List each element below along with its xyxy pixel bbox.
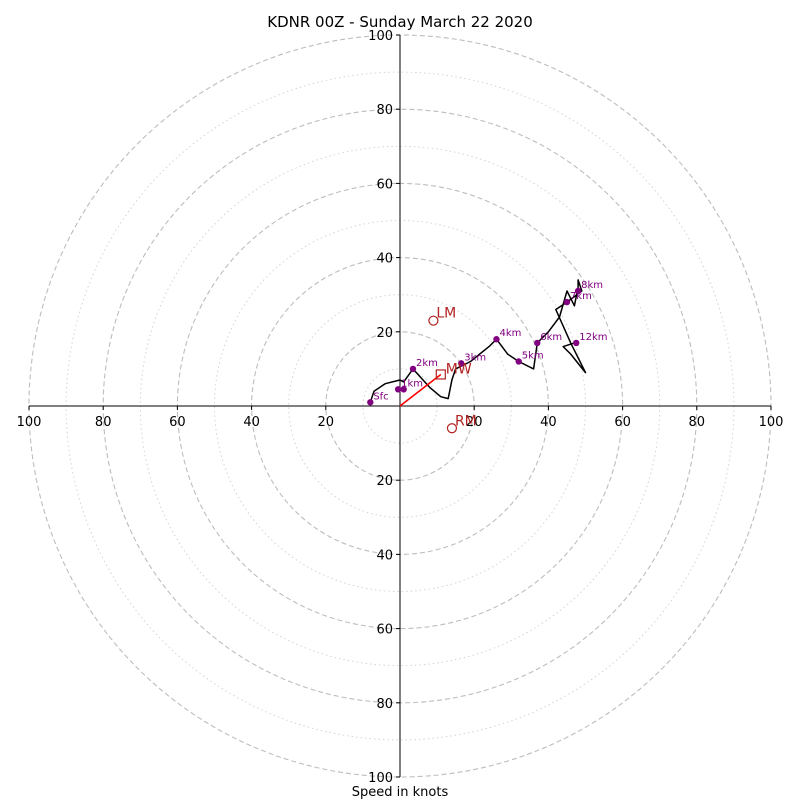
height-marker-point-1km (394, 386, 402, 393)
shear-vector-line (399, 373, 442, 407)
y-tick-label-top-80: 80 (376, 103, 393, 118)
x-tick-label-left-20: 20 (318, 415, 335, 430)
x-tick-label-left-40: 40 (243, 415, 260, 430)
height-marker-point-2km (409, 365, 417, 373)
x-tick-label-left-100: 100 (17, 415, 42, 430)
height-marker-point-6km (534, 339, 541, 347)
x-tick-label-left-60: 60 (169, 415, 186, 430)
mean-wind-label: MW (446, 361, 472, 377)
storm-motions: LM RM MW (399, 306, 477, 434)
right-mover-marker (446, 423, 458, 434)
height-marker-point-3km (458, 360, 465, 367)
height-marker-label-5km: 5km (522, 350, 544, 361)
y-tick-label-bottom-80: 80 (376, 697, 393, 712)
height-marker-point-4km (493, 336, 500, 343)
x-tick-label-right-20: 20 (466, 415, 483, 430)
chart-title: KDNR 00Z - Sunday March 22 2020 (267, 13, 533, 31)
x-axis-label: Speed in knots (352, 785, 449, 800)
height-marker-label-8km: 8km (581, 280, 603, 291)
y-tick-label-bottom-20: 20 (376, 474, 393, 489)
left-mover-marker (428, 315, 439, 326)
y-tick-label-top-40: 40 (376, 252, 393, 267)
height-marker-label-6km: 6km (540, 332, 562, 343)
height-marker-point-sfc (367, 399, 374, 406)
left-mover-label: LM (436, 306, 456, 322)
y-tick-label-top-20: 20 (376, 326, 393, 341)
height-marker-point-5km (515, 358, 522, 365)
x-tick-label-right-80: 80 (689, 415, 706, 430)
height-marker-point-12km (573, 339, 580, 347)
y-tick-label-top-60: 60 (376, 177, 393, 192)
tick-labels: 100 80 60 40 20 20 40 60 80 100 20 40 60 80 100 20 40 60 8… (17, 29, 784, 786)
height-marker-point-extra (400, 386, 407, 393)
height-marker-label-4km: 4km (499, 328, 521, 339)
mean-wind-marker (435, 369, 446, 380)
height-marker-label-1km: 1km (401, 378, 423, 389)
height-marker-label-12km: 12km (579, 332, 607, 343)
y-tick-label-bottom-60: 60 (376, 623, 393, 638)
height-marker-point-8km (574, 287, 582, 295)
y-tick-label-bottom-40: 40 (376, 548, 393, 563)
height-marker-label-2km: 2km (416, 358, 438, 369)
y-tick-label-top-100: 100 (368, 29, 393, 44)
right-mover-label: RM (455, 413, 477, 429)
height-marker-point-7km (563, 298, 571, 306)
x-tick-label-right-40: 40 (540, 415, 557, 430)
y-tick-label-bottom-100: 100 (368, 771, 393, 786)
height-marker-label-7km: 7km (570, 291, 592, 302)
x-tick-label-right-100: 100 (759, 415, 784, 430)
x-tick-label-right-60: 60 (614, 415, 631, 430)
height-marker-label-sfc: Sfc (373, 391, 388, 402)
height-marker-label-3km: 3km (464, 352, 486, 363)
x-tick-label-left-80: 80 (95, 415, 112, 430)
